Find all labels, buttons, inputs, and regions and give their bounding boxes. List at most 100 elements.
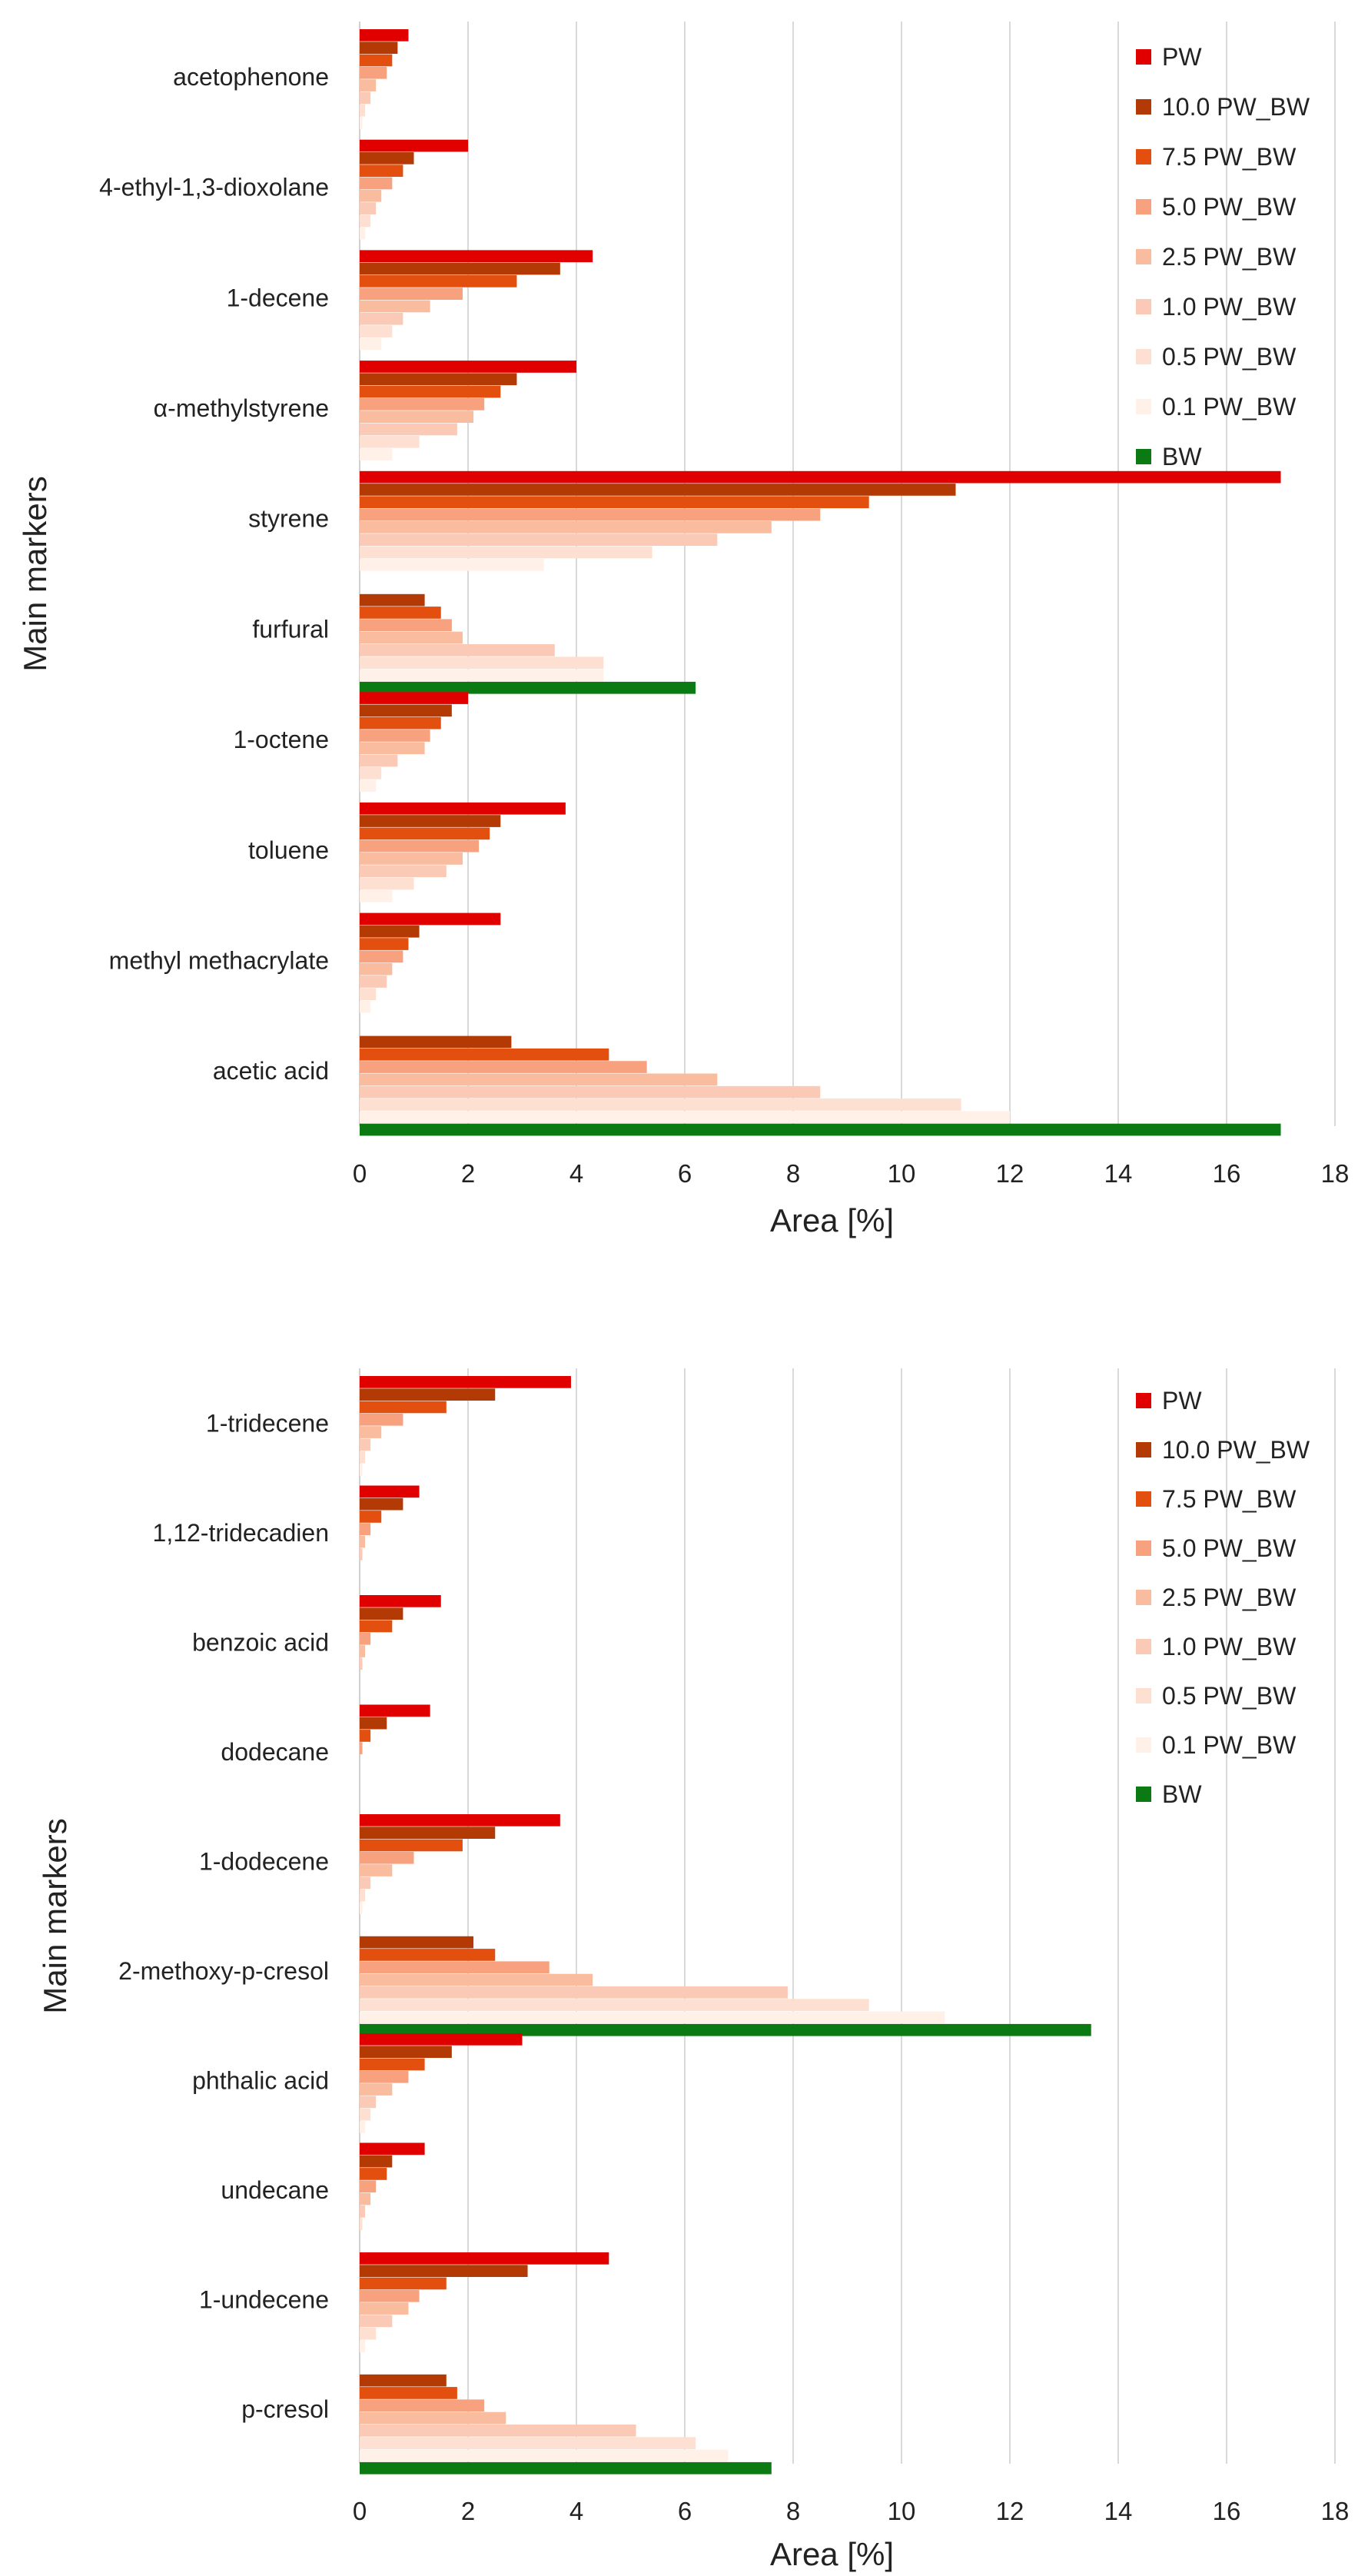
bar <box>360 29 409 42</box>
bar <box>360 558 544 571</box>
bar <box>360 42 398 54</box>
bar <box>360 976 387 988</box>
x-tick-label: 10 <box>888 1159 916 1188</box>
bar <box>360 1999 869 2011</box>
legend-swatch <box>1136 49 1151 65</box>
bar <box>360 912 501 926</box>
bar <box>360 1464 363 1476</box>
bar <box>360 1535 366 1548</box>
x-tick-label: 10 <box>888 2497 916 2525</box>
x-tick-label: 18 <box>1321 2497 1350 2525</box>
bar <box>360 1376 571 1388</box>
x-tick-label: 2 <box>461 1159 475 1188</box>
bar <box>360 619 452 632</box>
legend-swatch <box>1136 299 1151 314</box>
bar <box>360 2046 452 2058</box>
legend-swatch <box>1136 1688 1151 1703</box>
bar <box>360 1523 371 1536</box>
bar <box>360 2277 447 2290</box>
legend-swatch <box>1136 449 1151 464</box>
bar <box>360 1413 403 1426</box>
bar <box>360 1620 393 1633</box>
bar <box>360 1730 371 1742</box>
legend-label: 5.0 PW_BW <box>1162 193 1297 221</box>
category-label: 1,12-tridecadien <box>153 1519 329 1547</box>
legend-label: 1.0 PW_BW <box>1162 1633 1297 1660</box>
legend-label: 5.0 PW_BW <box>1162 1534 1297 1562</box>
bar <box>360 767 382 779</box>
x-tick-label: 12 <box>996 1159 1024 1188</box>
bar <box>360 853 463 865</box>
category-label: 4-ethyl-1,3-dioxolane <box>99 174 329 201</box>
bar <box>360 1048 609 1061</box>
bar <box>360 2340 366 2352</box>
bar <box>360 1099 961 1111</box>
category-label: toluene <box>248 836 329 864</box>
bar <box>360 1826 496 1839</box>
bar <box>360 373 517 386</box>
bar <box>360 288 463 300</box>
category-label: dodecane <box>221 1738 329 1766</box>
bar <box>360 802 566 815</box>
bar <box>360 2252 609 2265</box>
bar <box>360 1949 496 1961</box>
bar <box>360 275 517 288</box>
bar <box>360 2218 363 2230</box>
bar <box>360 2205 366 2218</box>
bar <box>360 325 393 337</box>
bar <box>360 1085 821 1099</box>
bar <box>360 716 441 730</box>
bar <box>360 1645 366 1657</box>
bar <box>360 950 403 963</box>
bar <box>360 2011 945 2024</box>
legend-swatch <box>1136 1393 1151 1408</box>
bar <box>360 398 485 410</box>
bar <box>360 1035 512 1049</box>
category-label: 1-octene <box>233 726 329 753</box>
bar <box>360 227 366 240</box>
bar <box>360 2108 371 2121</box>
bar <box>360 1986 788 1999</box>
bar <box>360 2327 377 2340</box>
bar <box>360 1426 382 1438</box>
bar <box>360 2070 409 2083</box>
category-label: acetophenone <box>173 63 329 91</box>
bar <box>360 262 560 275</box>
bar <box>360 152 414 165</box>
bar <box>360 1814 560 1826</box>
bar <box>360 104 366 117</box>
bar <box>360 1607 403 1620</box>
legend-label: 2.5 PW_BW <box>1162 1584 1297 1611</box>
bar <box>360 1511 382 1523</box>
bar <box>360 865 447 878</box>
bar <box>360 742 425 755</box>
legend-swatch <box>1136 349 1151 364</box>
bar <box>360 1717 387 1730</box>
bar <box>360 1961 550 1974</box>
legend-label: PW <box>1162 1387 1202 1414</box>
bar <box>360 827 490 840</box>
bar <box>360 925 420 938</box>
bar <box>360 496 869 509</box>
bar <box>360 1111 1010 1124</box>
bar <box>360 2083 393 2096</box>
category-label: 1-tridecene <box>206 1409 329 1437</box>
legend-label: 0.5 PW_BW <box>1162 343 1297 371</box>
bar <box>360 2023 1091 2036</box>
bar <box>360 692 468 704</box>
bar <box>360 361 576 373</box>
bar <box>360 988 377 1001</box>
x-tick-label: 6 <box>678 1159 692 1188</box>
category-label: acetic acid <box>213 1057 329 1085</box>
bar <box>360 2399 485 2412</box>
legend-label: 7.5 PW_BW <box>1162 1485 1297 1513</box>
legend-label: 0.1 PW_BW <box>1162 393 1297 420</box>
category-label: phthalic acid <box>192 2066 329 2094</box>
legend-swatch <box>1136 99 1151 115</box>
bar <box>360 2058 425 2071</box>
x-tick-label: 8 <box>786 2497 800 2525</box>
category-label: 1-decene <box>227 284 329 311</box>
bar <box>360 607 441 619</box>
bar <box>360 2168 387 2180</box>
x-tick-label: 0 <box>353 1159 367 1188</box>
